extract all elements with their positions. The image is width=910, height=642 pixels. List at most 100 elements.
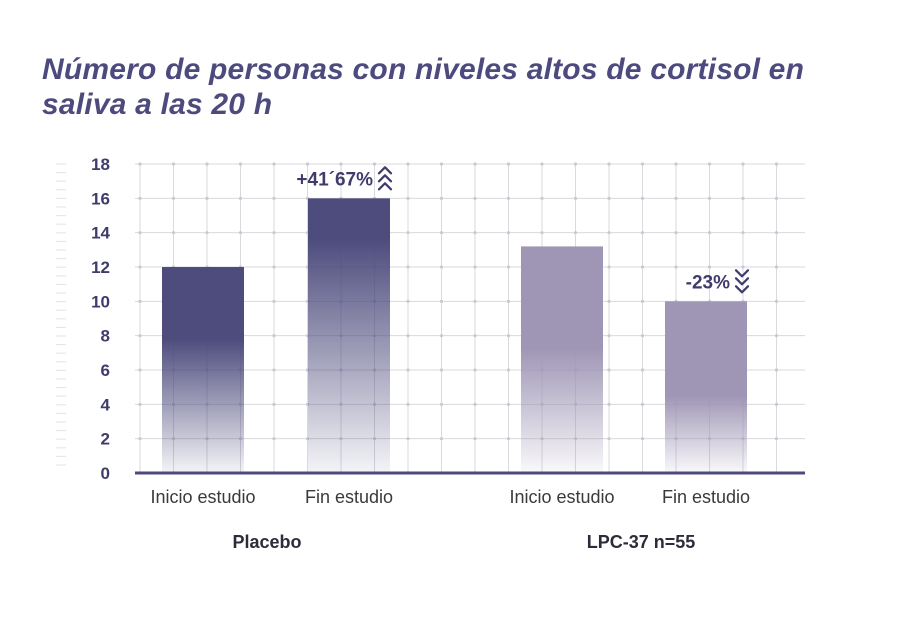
- grid-dot: [640, 368, 645, 372]
- y-tick-label: 2: [101, 430, 110, 449]
- grid-dot: [138, 196, 142, 200]
- x-category-label: Fin estudio: [662, 487, 750, 507]
- grid-dot: [774, 299, 779, 303]
- grid-dot: [774, 334, 779, 338]
- grid-dot: [238, 196, 243, 200]
- grid-dot: [439, 162, 444, 166]
- grid-dot: [540, 162, 544, 166]
- grid-dot: [741, 162, 745, 166]
- x-category-label: Inicio estudio: [150, 487, 255, 507]
- grid-dot: [506, 402, 511, 406]
- grid-dot: [506, 368, 511, 372]
- grid-dot: [473, 334, 477, 338]
- grid-dot: [406, 231, 410, 235]
- grid-dot: [272, 368, 276, 372]
- grid-dot: [406, 368, 410, 372]
- grid-dot: [506, 299, 511, 303]
- y-tick-label: 12: [91, 258, 110, 277]
- y-tick-label: 16: [91, 189, 110, 208]
- grid-dot: [272, 334, 276, 338]
- x-category-label: Inicio estudio: [509, 487, 614, 507]
- y-tick-label: 6: [101, 361, 110, 380]
- grid-dot: [640, 162, 645, 166]
- grid-dot: [171, 162, 176, 166]
- grid-dot: [640, 231, 645, 235]
- grid-dot: [205, 162, 209, 166]
- grid-dot: [272, 437, 276, 441]
- grid-dot: [339, 162, 343, 166]
- grid-dot: [138, 231, 142, 235]
- grid-dot: [607, 196, 611, 200]
- chevron-down-icon: [734, 277, 750, 286]
- grid-dot: [774, 231, 779, 235]
- grid-dot: [506, 162, 511, 166]
- grid-dot: [640, 196, 645, 200]
- y-tick-label: 14: [91, 224, 110, 243]
- grid-dot: [506, 334, 511, 338]
- grid-dot: [305, 162, 310, 166]
- grid-dot: [473, 231, 477, 235]
- grid-dot: [607, 334, 611, 338]
- grid-dot: [506, 437, 511, 441]
- grid-dot: [573, 162, 578, 166]
- y-tick-label: 18: [91, 155, 110, 174]
- grid-dot: [707, 265, 712, 269]
- chart-title: Número de personas con niveles altos de …: [42, 53, 805, 121]
- grid-dot: [439, 231, 444, 235]
- grid-dot: [607, 231, 611, 235]
- grid-dot: [573, 231, 578, 235]
- group-label: LPC-37 n=55: [587, 532, 696, 552]
- grid-dot: [741, 231, 745, 235]
- grid-dot: [741, 265, 745, 269]
- grid-dot: [171, 231, 176, 235]
- grid-dot: [506, 231, 511, 235]
- grid-dot: [506, 196, 511, 200]
- grid-dot: [272, 196, 276, 200]
- grid-dot: [138, 299, 142, 303]
- grid-dot: [774, 162, 779, 166]
- grid-dot: [439, 196, 444, 200]
- grid-dot: [607, 368, 611, 372]
- grid-dot: [640, 437, 645, 441]
- grid-dot: [138, 162, 142, 166]
- grid-dot: [406, 402, 410, 406]
- grid-dot: [774, 265, 779, 269]
- grid-dot: [707, 162, 712, 166]
- grid-dot: [607, 299, 611, 303]
- grid-dot: [607, 402, 611, 406]
- grid-dot: [372, 162, 377, 166]
- grid-dot: [138, 402, 142, 406]
- grid-dot: [406, 265, 410, 269]
- grid-dot: [707, 196, 712, 200]
- bar-placebo-fin: [308, 198, 390, 474]
- grid-dot: [406, 299, 410, 303]
- bar-placebo-inicio: [162, 267, 244, 473]
- grid-dot: [406, 162, 410, 166]
- grid-dot: [272, 265, 276, 269]
- grid-dot: [205, 231, 209, 235]
- grid-dot: [674, 231, 678, 235]
- grid-dot: [406, 437, 410, 441]
- grid-dot: [238, 231, 243, 235]
- grid-dot: [741, 196, 745, 200]
- bar-lpc37-fin: [665, 301, 747, 473]
- grid-dot: [138, 265, 142, 269]
- grid-dot: [272, 299, 276, 303]
- grid-dot: [506, 265, 511, 269]
- grid-dot: [439, 368, 444, 372]
- grid-dot: [674, 265, 678, 269]
- grid-dot: [272, 231, 276, 235]
- grid-dot: [674, 162, 678, 166]
- grid-dot: [272, 402, 276, 406]
- grid-dot: [473, 265, 477, 269]
- change-annotation: +41´67%: [296, 169, 373, 190]
- grid-dot: [238, 162, 243, 166]
- grid-dot: [774, 437, 779, 441]
- grid-dot: [473, 402, 477, 406]
- grid-dot: [439, 299, 444, 303]
- group-label: Placebo: [232, 532, 301, 552]
- grid-dot: [607, 265, 611, 269]
- grid-dot: [473, 368, 477, 372]
